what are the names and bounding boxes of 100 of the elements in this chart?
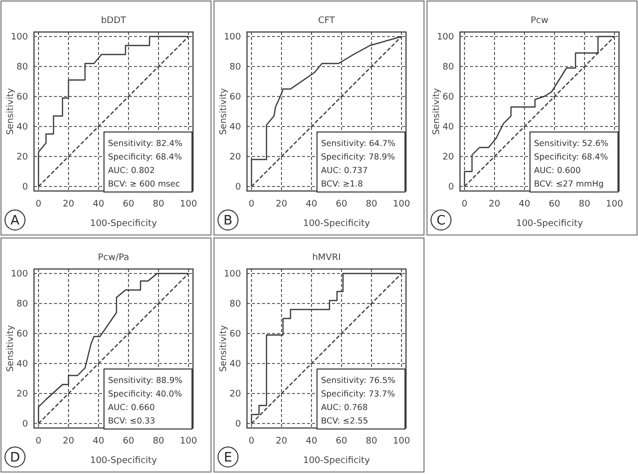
x-tick-label: 80 (366, 436, 378, 446)
annotation: Specificity: 68.4% (534, 152, 608, 162)
annotation: BCV: ≤0.33 (108, 416, 156, 426)
y-tick-label: 60 (230, 329, 242, 340)
annotation: BCV: ≥ 600 msec (108, 178, 180, 188)
x-axis-title: 100-Specificity (516, 219, 584, 229)
y-tick-label: 20 (16, 152, 28, 162)
x-tick-label: 80 (152, 436, 164, 446)
y-tick-label: 60 (16, 92, 28, 102)
annotation: AUC: 0.802 (108, 165, 155, 175)
y-tick-label: 60 (230, 92, 242, 102)
x-axis-title: 100-Specificity (303, 456, 371, 466)
annotation: Sensitivity: 82.4% (108, 138, 182, 148)
x-tick-label: 40 (92, 199, 104, 210)
x-tick-label: 0 (36, 436, 42, 446)
y-tick-label: 80 (230, 299, 242, 310)
chart-title: bDDT (100, 16, 127, 26)
y-tick-label: 80 (442, 62, 454, 72)
annotation: BCV: ≤27 mmHg (534, 178, 604, 188)
y-tick-label: 20 (16, 389, 28, 400)
annotation: AUC: 0.768 (321, 402, 368, 412)
y-tick-label: 100 (436, 32, 454, 42)
y-axis-title: Sensitivity (219, 87, 229, 135)
y-tick-label: 20 (230, 152, 242, 162)
x-tick-label: 80 (366, 199, 378, 210)
x-tick-label: 40 (306, 199, 318, 210)
x-tick-label: 100 (180, 199, 198, 210)
y-axis-title: Sensitivity (6, 324, 16, 372)
y-tick-label: 100 (10, 32, 28, 42)
x-tick-label: 60 (548, 199, 560, 210)
x-tick-label: 0 (36, 199, 42, 210)
text: E (224, 450, 232, 466)
y-tick-label: 60 (442, 92, 454, 102)
chart-title: Pcw (530, 16, 548, 26)
x-tick-label: 100 (180, 436, 198, 446)
text: B (224, 214, 232, 228)
x-tick-label: 80 (578, 199, 590, 210)
annotation: Sensitivity: 76.5% (321, 375, 396, 385)
y-tick-label: 20 (230, 389, 242, 400)
text: A (10, 214, 20, 228)
y-tick-label: 100 (224, 32, 242, 42)
chart-title: hMVRI (312, 253, 341, 263)
y-tick-label: 0 (448, 182, 454, 192)
annotation: AUC: 0.660 (108, 402, 155, 412)
x-tick-label: 0 (462, 199, 468, 210)
annotation: BCV: ≤2.55 (321, 416, 368, 426)
y-tick-label: 40 (230, 122, 242, 132)
x-tick-label: 20 (276, 199, 288, 210)
x-tick-label: 0 (248, 199, 255, 210)
y-axis-title: Sensitivity (432, 87, 442, 135)
x-tick-label: 0 (248, 436, 255, 446)
x-tick-label: 60 (122, 436, 134, 446)
x-tick-label: 60 (336, 436, 348, 446)
annotation: Specificity: 73.7% (321, 388, 396, 398)
y-axis-title: Sensitivity (219, 324, 229, 372)
x-tick-label: 20 (276, 436, 288, 446)
x-tick-label: 60 (122, 199, 134, 210)
y-tick-label: 60 (16, 329, 28, 340)
y-tick-label: 80 (16, 62, 28, 72)
y-tick-label: 100 (10, 269, 28, 280)
y-tick-label: 80 (230, 62, 242, 72)
x-tick-label: 20 (488, 199, 500, 210)
x-tick-label: 80 (152, 199, 164, 210)
y-axis-title: Sensitivity (6, 87, 16, 135)
annotation: Specificity: 78.9% (321, 152, 396, 162)
x-tick-label: 20 (62, 199, 74, 210)
y-tick-label: 0 (22, 182, 28, 192)
y-tick-label: 40 (16, 122, 28, 132)
y-tick-label: 0 (235, 182, 242, 192)
y-tick-label: 40 (230, 359, 242, 370)
x-tick-label: 40 (306, 436, 318, 446)
x-tick-label: 20 (62, 436, 74, 446)
text: C (436, 214, 446, 228)
x-tick-label: 100 (392, 199, 410, 210)
x-axis-title: 100-Specificity (303, 219, 371, 229)
x-axis-title: 100-Specificity (90, 456, 158, 466)
y-tick-label: 0 (22, 419, 28, 430)
chart-title: Pcw/Pa (98, 253, 130, 263)
y-tick-label: 100 (224, 269, 242, 280)
x-tick-label: 40 (92, 436, 104, 446)
annotation: AUC: 0.737 (321, 165, 368, 175)
y-tick-label: 40 (16, 359, 28, 370)
y-tick-label: 0 (235, 419, 242, 430)
annotation: Sensitivity: 88.9% (108, 375, 182, 385)
annotation: Specificity: 68.4% (108, 152, 182, 162)
annotation: AUC: 0.600 (534, 165, 581, 175)
x-tick-label: 60 (336, 199, 348, 210)
chart-title: CFT (318, 16, 336, 26)
y-tick-label: 40 (442, 122, 454, 132)
annotation: Specificity: 40.0% (108, 388, 182, 398)
y-tick-label: 20 (442, 152, 454, 162)
x-tick-label: 100 (392, 436, 410, 446)
x-tick-label: 100 (606, 199, 624, 210)
text: D (10, 450, 20, 466)
y-tick-label: 80 (16, 299, 28, 310)
annotation: BCV: ≥1.8 (321, 178, 363, 188)
x-axis-title: 100-Specificity (90, 219, 158, 229)
annotation: Sensitivity: 64.7% (321, 138, 396, 148)
x-tick-label: 40 (518, 199, 530, 210)
annotation: Sensitivity: 52.6% (534, 138, 608, 148)
